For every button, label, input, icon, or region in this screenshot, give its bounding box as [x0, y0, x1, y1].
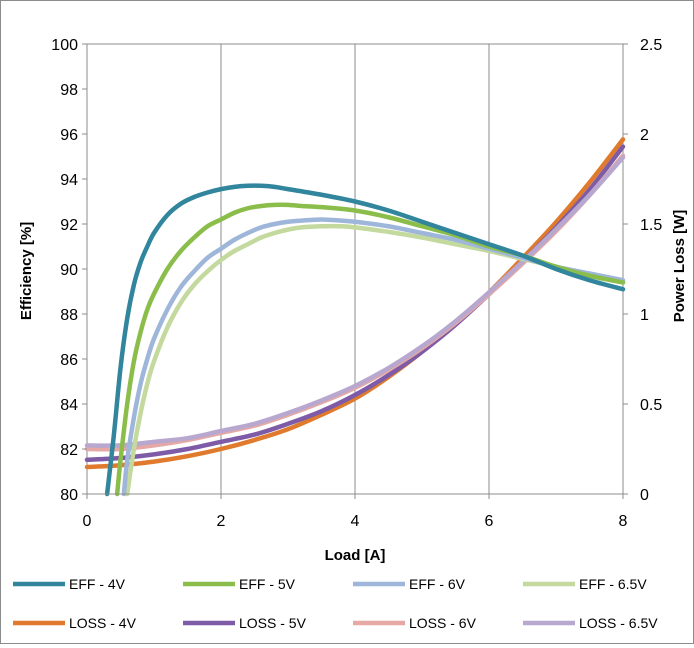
y-tick-label: 90	[60, 262, 78, 279]
y-tick-label: 94	[60, 172, 78, 189]
y-tick-label: 86	[60, 352, 78, 369]
y-tick-label: 98	[60, 82, 78, 99]
series-line-eff-6-5v	[124, 223, 626, 497]
legend: EFF - 4V EFF - 5V EFF - 6V EFF - 6.5V LOSS -…	[13, 576, 658, 631]
grid	[86, 43, 624, 494]
y-tick-label: 92	[60, 217, 78, 234]
y-tick-label: 84	[60, 397, 78, 414]
x-tick-label: 2	[217, 513, 226, 530]
legend-label-loss-6v: LOSS - 6V	[409, 615, 477, 631]
legend-label-loss-6-5v: LOSS - 6.5V	[579, 615, 658, 631]
legend-label-loss-5v: LOSS - 5V	[239, 615, 307, 631]
y2-tick-label: 1	[640, 307, 649, 324]
series-lines	[84, 137, 626, 497]
x-tick-label: 4	[351, 513, 360, 530]
y-tick-label: 82	[60, 442, 78, 459]
x-axis-label: Load [A]	[325, 547, 386, 564]
y2-tick-label: 2	[640, 127, 649, 144]
series-line-eff-5v	[114, 202, 626, 497]
y2-tick-label: 0	[640, 487, 649, 504]
legend-label-eff-6-5v: EFF - 6.5V	[579, 576, 647, 592]
x-tick-label: 8	[619, 513, 628, 530]
axes: 80 82 84 86 88 90 92 94 96 98 100 0 0.5 1 1.5 2 2.5 0 2 4 6 8	[51, 37, 662, 530]
legend-label-loss-4v: LOSS - 4V	[69, 615, 137, 631]
y2-tick-label: 0.5	[640, 397, 662, 414]
y2-axis-label: Power Loss [W]	[671, 210, 688, 323]
x-tick-label: 6	[485, 513, 494, 530]
x-tick-label: 0	[83, 513, 92, 530]
legend-label-eff-6v: EFF - 6V	[409, 576, 466, 592]
series-line-eff-6v	[121, 217, 626, 497]
y2-tick-label: 1.5	[640, 217, 662, 234]
y-tick-label: 88	[60, 307, 78, 324]
y-axis-label: Efficiency [%]	[18, 222, 35, 320]
series-line-loss-6-5v	[84, 155, 626, 448]
series-line-eff-4v	[104, 183, 626, 497]
legend-label-eff-5v: EFF - 5V	[239, 576, 296, 592]
y2-tick-label: 2.5	[640, 37, 662, 54]
y-tick-label: 80	[60, 487, 78, 504]
legend-label-eff-4v: EFF - 4V	[69, 576, 126, 592]
y-tick-label: 100	[51, 37, 78, 54]
series-line-loss-4v	[84, 137, 626, 470]
y-tick-label: 96	[60, 127, 78, 144]
